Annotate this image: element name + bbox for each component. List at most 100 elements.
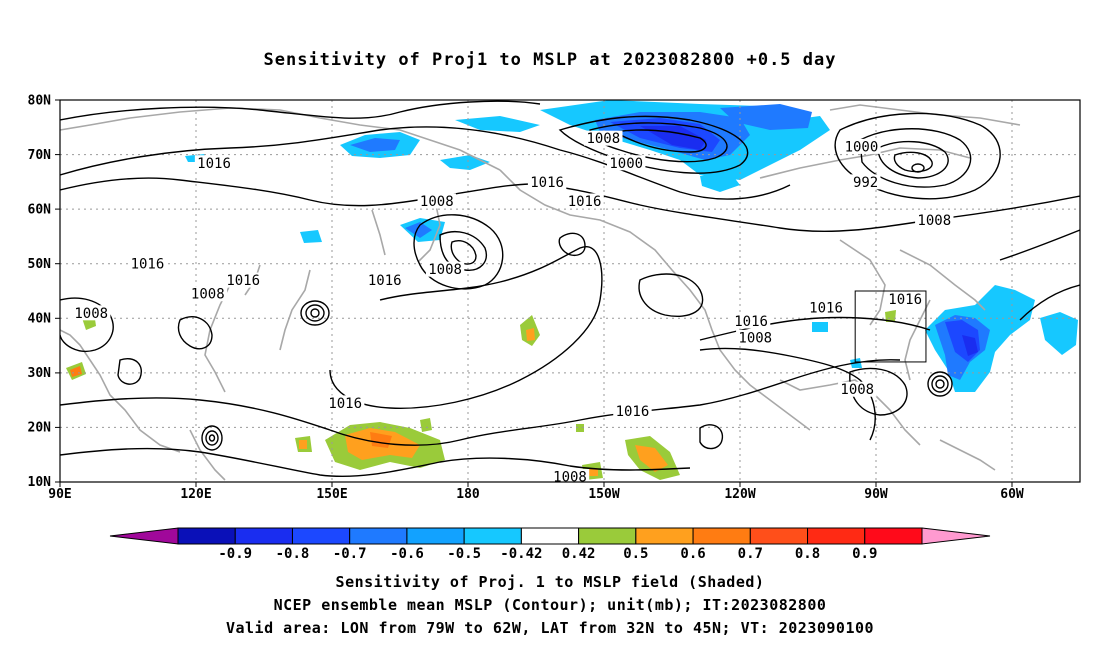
lat-label: 30N xyxy=(28,366,52,381)
contour-label-bg xyxy=(365,272,404,288)
contour-label: 1016 xyxy=(226,273,260,289)
contour-label: 1016 xyxy=(328,396,362,412)
contour-label-bg xyxy=(223,272,263,288)
contour-label: 992 xyxy=(853,175,878,191)
lon-label: 60W xyxy=(1000,487,1024,502)
negative-sensitivity-region xyxy=(720,104,812,130)
latitude-labels: 80N 70N 60N 50N 40N 30N 20N 10N xyxy=(28,94,52,491)
map-title: Sensitivity of Proj1 to MSLP at 20230828… xyxy=(263,50,837,70)
contour-label: 1008 xyxy=(586,131,620,147)
contour-label-bg xyxy=(565,193,604,209)
contour-label-bg xyxy=(731,313,771,329)
contour-label: 1000 xyxy=(845,139,879,155)
negative-sensitivity-region xyxy=(640,126,706,150)
contour-label-bg xyxy=(417,193,456,209)
contour-label: 1008 xyxy=(917,213,951,229)
contour-label-bg xyxy=(736,329,775,345)
lat-label: 10N xyxy=(28,475,52,490)
contour-label-bg xyxy=(325,395,365,411)
contour-label: 1016 xyxy=(368,273,402,289)
colorbar-label: -0.5 xyxy=(447,546,481,562)
contour-label-bg xyxy=(806,299,846,315)
contour-label: 1008 xyxy=(420,194,454,210)
positive-sensitivity-region xyxy=(70,366,82,377)
contour-label-bg xyxy=(885,291,925,307)
negative-sensitivity-region xyxy=(1000,300,1022,320)
contour-label: 1000 xyxy=(609,156,643,172)
negative-sensitivity-region xyxy=(700,172,740,192)
colorbar-label: -0.8 xyxy=(276,546,310,562)
contour-label-bg xyxy=(850,174,881,190)
lat-label: 50N xyxy=(28,257,52,272)
sensitivity-map: 1008100810001000992101610161016100810081… xyxy=(28,94,1081,562)
contour-label-bg xyxy=(425,261,465,277)
colorbar-swatch xyxy=(692,527,751,545)
positive-sensitivity-region xyxy=(576,424,584,432)
negative-sensitivity-region xyxy=(300,230,322,243)
colorbar-swatch xyxy=(864,527,923,545)
contour-label: 1016 xyxy=(131,257,165,273)
colorbar-swatch xyxy=(807,527,866,545)
caption-line-3: Valid area: LON from 79W to 62W, LAT fro… xyxy=(225,619,875,637)
lon-label: 90E xyxy=(48,487,71,502)
contour-label: 1008 xyxy=(191,287,225,303)
colorbar-label: 0.6 xyxy=(680,546,705,562)
negative-sensitivity-region xyxy=(812,322,828,332)
contour-label: 1008 xyxy=(74,306,108,322)
contour-label-bg xyxy=(128,256,167,272)
colorbar-min-arrow xyxy=(109,527,179,545)
contour-label-bg xyxy=(550,469,590,482)
contour-label-bg xyxy=(527,174,567,190)
plot-frame xyxy=(59,99,1081,483)
lat-label: 40N xyxy=(28,312,52,327)
contour-label: 1008 xyxy=(553,470,587,486)
colorbar-swatch xyxy=(177,527,236,545)
lat-label: 80N xyxy=(28,94,52,109)
colorbar-label: 0.9 xyxy=(852,546,877,562)
contour-label-bg xyxy=(188,286,227,302)
colorbar-swatch xyxy=(635,527,694,545)
contour-label-bg xyxy=(584,130,623,146)
coastlines xyxy=(60,104,1021,481)
lon-label: 120W xyxy=(724,487,755,502)
contour-label-bg xyxy=(72,305,111,321)
positive-sensitivity-region xyxy=(635,445,668,472)
contour-label: 1016 xyxy=(568,194,602,210)
positive-sensitivity-region xyxy=(299,440,307,449)
caption-line-1: Sensitivity of Proj. 1 to MSLP field (Sh… xyxy=(335,573,765,591)
contour-labels: 1008100810001000992101610161016100810081… xyxy=(72,130,954,486)
contour-label: 1016 xyxy=(734,314,768,330)
lon-label: 120E xyxy=(180,487,211,502)
colorbar-swatch xyxy=(349,527,408,545)
sensitivity-shading xyxy=(66,100,1078,480)
contour-label: 1016 xyxy=(530,175,564,191)
colorbar: -0.9 -0.8 -0.7 -0.6 -0.5 -0.42 0.42 0.5 0.6 0.7 0.… xyxy=(109,527,991,562)
negative-sensitivity-region xyxy=(455,116,540,132)
colorbar-swatch xyxy=(463,527,522,545)
colorbar-max-arrow xyxy=(921,527,991,545)
contour-label: 1008 xyxy=(840,382,874,398)
mslp-contours xyxy=(60,100,1080,478)
contour-label: 1008 xyxy=(738,330,772,346)
lon-label: 90W xyxy=(864,487,888,502)
colorbar-swatch xyxy=(520,527,580,545)
lon-label: 150W xyxy=(588,487,619,502)
positive-sensitivity-region xyxy=(588,468,598,476)
contour-label: 1008 xyxy=(428,262,462,278)
lat-label: 60N xyxy=(28,203,52,218)
negative-sensitivity-region xyxy=(405,222,432,238)
colorbar-swatch xyxy=(749,527,809,545)
lat-label: 20N xyxy=(28,421,52,436)
lon-label: 150E xyxy=(316,487,347,502)
contour-label-bg xyxy=(607,155,646,171)
negative-sensitivity-region xyxy=(350,138,400,152)
contour-label: 1016 xyxy=(888,292,922,308)
colorbar-swatch xyxy=(578,527,637,545)
colorbar-label: -0.9 xyxy=(218,546,252,562)
colorbar-label: 0.42 xyxy=(562,546,596,562)
longitude-labels: 90E 120E 150E 180 150W 120W 90W 60W xyxy=(48,487,1024,502)
contour-label: 1016 xyxy=(809,300,843,316)
colorbar-label: -0.6 xyxy=(390,546,424,562)
positive-sensitivity-region xyxy=(420,418,432,432)
contour-label-bg xyxy=(613,403,652,419)
